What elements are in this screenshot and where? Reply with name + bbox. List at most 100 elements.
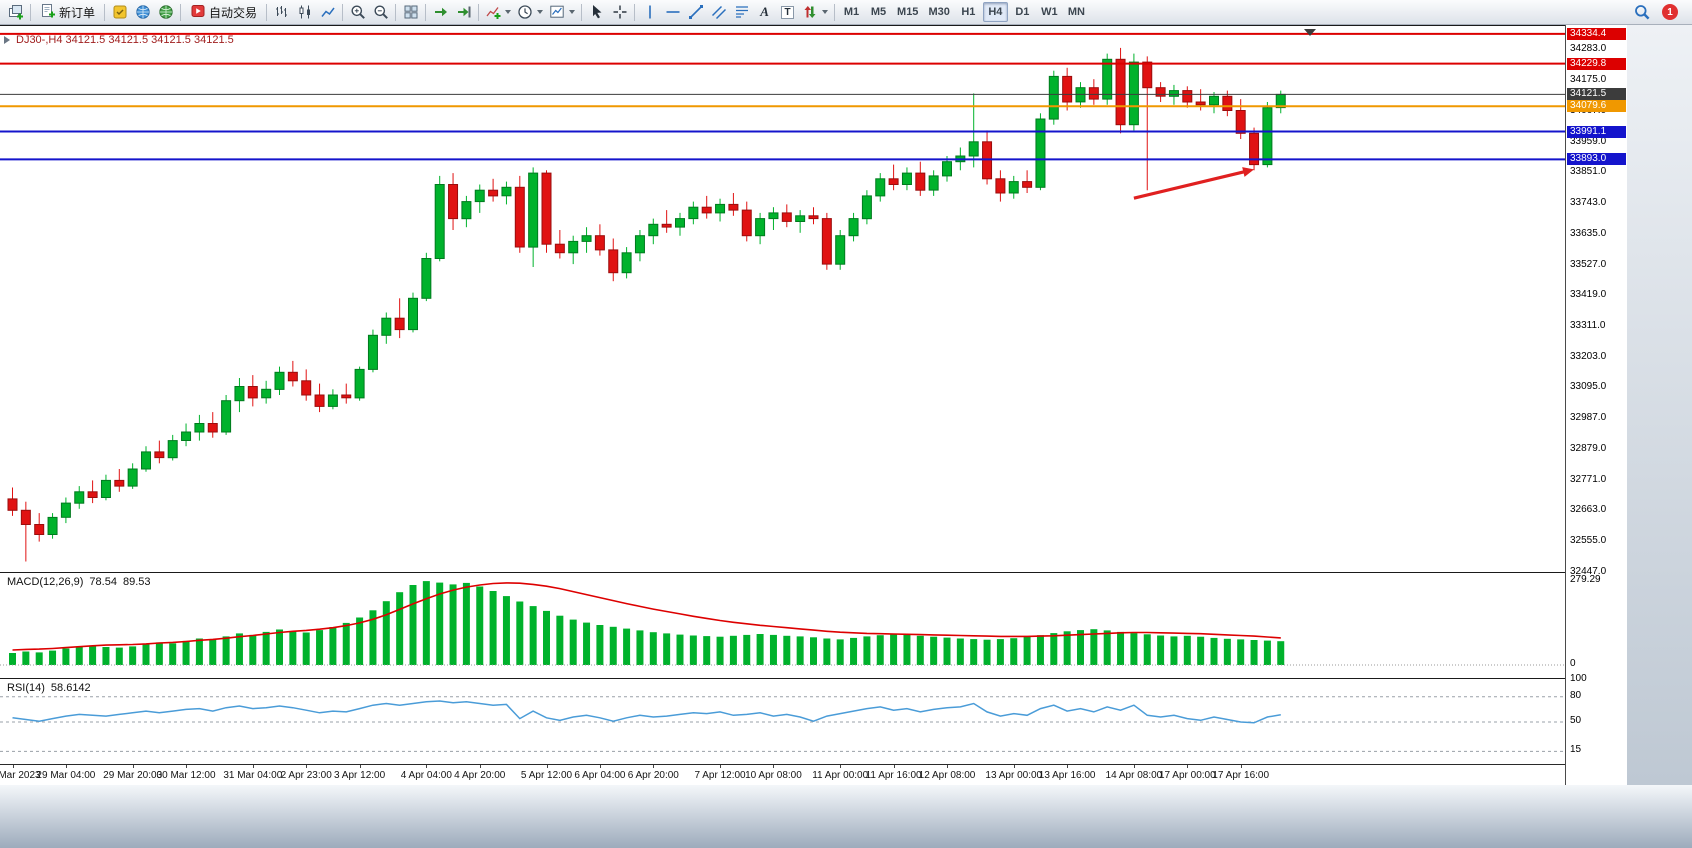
rsi-axis-label: 15	[1570, 744, 1582, 756]
chart-shift-marker[interactable]	[1304, 29, 1316, 36]
time-tick	[893, 765, 895, 768]
chart-shift-icon[interactable]	[452, 2, 475, 23]
time-label: 31 Mar 04:00	[223, 770, 283, 781]
price-level-badge[interactable]: 34229.8	[1567, 57, 1626, 70]
one-click-trading-toggle[interactable]	[4, 36, 10, 44]
toolbar-separator	[478, 3, 480, 21]
price-tick-label: 33635.0	[1570, 227, 1607, 239]
arrow-annotation-head	[1242, 167, 1255, 177]
new-chart-icon[interactable]	[4, 2, 27, 23]
text-tool-icon[interactable]: A	[753, 2, 776, 23]
price-tick-label: 34175.0	[1570, 74, 1607, 86]
time-tick	[186, 765, 188, 768]
timeframe-m30-button[interactable]: M30	[928, 6, 950, 18]
time-label: 11 Apr 00:00	[812, 770, 869, 781]
timeframe-d1-button[interactable]: D1	[1015, 6, 1030, 18]
time-label: 10 Apr 08:00	[745, 770, 802, 781]
toolbar-separator	[266, 3, 268, 21]
time-label: 29 Mar 20:00	[103, 770, 163, 781]
metaeditor-icon[interactable]	[108, 2, 131, 23]
cursor-icon[interactable]	[585, 2, 608, 23]
price-axis[interactable]: 34283.034175.034067.033959.033851.033743…	[1565, 25, 1627, 785]
search-icon[interactable]	[1630, 2, 1653, 23]
rsi-axis-label: 80	[1570, 689, 1582, 701]
trendline-icon[interactable]	[684, 2, 707, 23]
time-label: 17 Apr 00:00	[1158, 770, 1216, 781]
candlestick-chart-icon[interactable]	[293, 2, 316, 23]
toolbar-separator	[581, 3, 583, 21]
price-tick-label: 32879.0	[1570, 442, 1607, 454]
timeframe-h4-button[interactable]: H4	[982, 2, 1008, 22]
price-level-badge[interactable]: 34334.4	[1567, 27, 1626, 40]
zoom-in-icon[interactable]	[346, 2, 369, 23]
toolbar-right: 1	[1630, 2, 1688, 23]
dropdown-caret-icon	[505, 10, 512, 14]
time-label: 4 Apr 04:00	[400, 770, 452, 781]
candlestick-chart	[0, 29, 1565, 562]
time-label: 2 Apr 23:00	[280, 770, 332, 781]
templates-icon[interactable]	[546, 2, 578, 23]
price-tick-label: 33959.0	[1570, 135, 1607, 147]
toolbar-separator	[30, 3, 31, 21]
bar-chart-icon[interactable]	[270, 2, 293, 23]
label-tool-icon[interactable]: T	[776, 2, 799, 23]
line-chart-icon[interactable]	[316, 2, 339, 23]
current-price-badge[interactable]: 34121.5	[1567, 88, 1626, 101]
market-icon[interactable]	[154, 2, 177, 23]
macd-axis-label: 0	[1570, 658, 1576, 669]
community-icon[interactable]	[131, 2, 154, 23]
horizontal-line-icon[interactable]	[661, 2, 684, 23]
text-glyph: A	[760, 4, 769, 19]
timeframe-h1-button[interactable]: H1	[961, 6, 976, 18]
tile-windows-icon[interactable]	[399, 2, 422, 23]
timeframe-w1-button[interactable]: W1	[1041, 6, 1058, 18]
time-label: 13 Apr 00:00	[985, 770, 1043, 781]
zoom-out-icon[interactable]	[369, 2, 392, 23]
channel-icon[interactable]	[707, 2, 730, 23]
time-tick	[479, 765, 481, 768]
vertical-line-icon[interactable]	[638, 2, 661, 23]
main-chart-panel[interactable]: DJ30-,H4 34121.5 34121.5 34121.5 34121.5	[0, 25, 1565, 572]
macd-name: MACD(12,26,9)	[7, 576, 84, 588]
time-label: 29 Mar 04:00	[36, 770, 96, 781]
timeframe-mn-button[interactable]: MN	[1067, 6, 1085, 18]
timeframe-m1-button[interactable]: M1	[843, 6, 860, 18]
price-level-badge[interactable]: 33991.1	[1567, 125, 1626, 138]
time-tick	[947, 765, 948, 768]
time-tick	[426, 765, 428, 768]
time-tick	[252, 765, 254, 768]
time-label: 6 Apr 04:00	[574, 770, 626, 781]
new-order-button[interactable]: 新订单	[34, 2, 101, 23]
periods-icon[interactable]	[514, 2, 546, 23]
fibonacci-icon[interactable]	[730, 2, 753, 23]
time-tick	[720, 765, 722, 768]
price-tick-label: 32987.0	[1570, 412, 1607, 424]
price-level-badge[interactable]: 34079.6	[1567, 100, 1626, 113]
notification-badge[interactable]: 1	[1662, 4, 1678, 20]
auto-scroll-icon[interactable]	[429, 2, 452, 23]
indicators-icon[interactable]	[482, 2, 514, 23]
time-tick	[599, 765, 601, 768]
arrow-annotation[interactable]	[1133, 169, 1248, 200]
timeframe-m15-button[interactable]: M15	[897, 6, 919, 18]
timeframe-m5-button[interactable]: M5	[870, 6, 887, 18]
time-label: 28 Mar 2023	[0, 770, 41, 781]
price-tick-label: 33095.0	[1570, 381, 1607, 393]
rsi-chart	[0, 696, 1565, 752]
price-level-badge[interactable]: 33893.0	[1567, 153, 1626, 166]
time-label: 13 Apr 16:00	[1038, 770, 1096, 781]
toolbar-separator	[395, 3, 397, 21]
price-tick-label: 33311.0	[1570, 320, 1606, 332]
toolbar-separator	[834, 3, 836, 21]
rsi-panel[interactable]: RSI(14) 58.6142	[0, 678, 1565, 764]
price-tick-label: 33743.0	[1570, 197, 1607, 209]
price-tick-label: 32447.0	[1570, 565, 1607, 577]
toolbar-separator	[342, 3, 344, 21]
new-order-label: 新订单	[59, 5, 96, 20]
macd-panel[interactable]: MACD(12,26,9) 78.54 89.53	[0, 572, 1565, 678]
price-tick-label: 32663.0	[1570, 504, 1607, 516]
autotrading-button[interactable]: 自动交易	[184, 2, 263, 23]
arrows-icon[interactable]	[799, 2, 831, 23]
crosshair-icon[interactable]	[608, 2, 631, 23]
